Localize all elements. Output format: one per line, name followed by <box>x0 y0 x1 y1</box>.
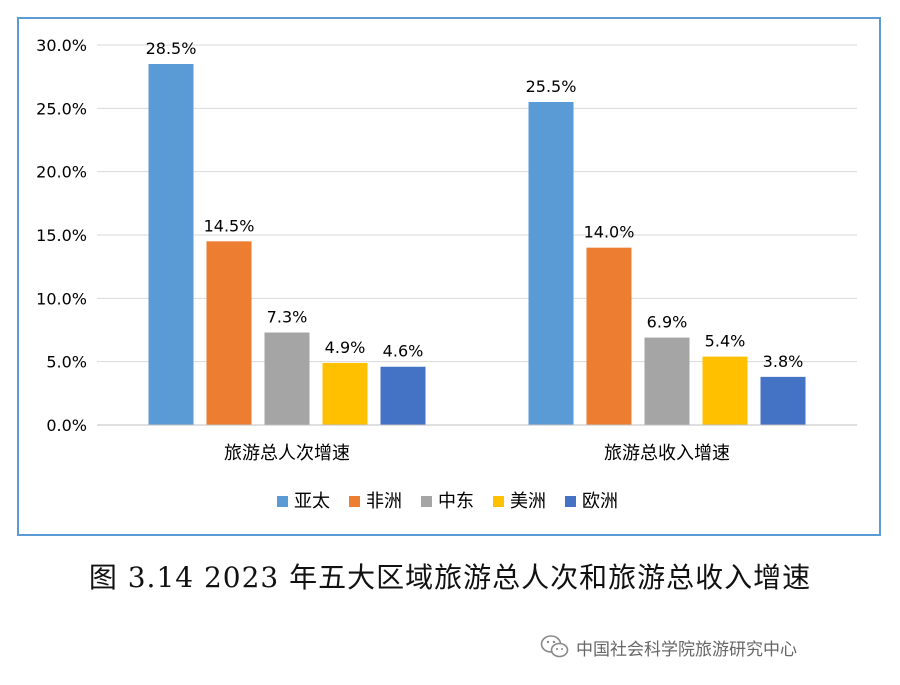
x-category-label: 旅游总收入增速 <box>604 443 730 464</box>
bar <box>380 366 426 425</box>
data-label: 5.4% <box>705 332 746 351</box>
legend-label: 美洲 <box>510 491 546 512</box>
bar <box>264 332 310 425</box>
data-label: 28.5% <box>146 39 197 58</box>
bar <box>528 102 574 425</box>
y-tick-label: 10.0% <box>36 289 87 308</box>
y-tick-label: 0.0% <box>46 416 87 435</box>
chart-frame: 0.0% 5.0% 10.0% 15.0% 20.0% 25.0% 30.0% 28.5% 14… <box>17 17 881 536</box>
data-label: 3.8% <box>763 352 804 371</box>
y-tick-label: 30.0% <box>36 36 87 55</box>
bar <box>148 64 194 425</box>
bar <box>760 376 806 425</box>
data-label: 25.5% <box>526 77 577 96</box>
x-category-label: 旅游总人次增速 <box>224 443 350 464</box>
legend-label: 欧洲 <box>582 491 618 512</box>
y-tick-label: 20.0% <box>36 163 87 182</box>
bar <box>644 337 690 425</box>
data-label: 4.6% <box>383 342 424 361</box>
y-tick-label: 5.0% <box>46 353 87 372</box>
data-label: 14.5% <box>204 216 255 235</box>
legend-label: 亚太 <box>294 491 330 512</box>
legend-swatch <box>493 496 504 507</box>
y-tick-label: 25.0% <box>36 99 87 118</box>
legend-swatch <box>565 496 576 507</box>
wechat-icon <box>540 635 569 658</box>
figure-caption: 图 3.14 2023 年五大区域旅游总人次和旅游总收入增速 <box>88 561 812 594</box>
bar <box>206 241 252 425</box>
data-label: 6.9% <box>647 313 688 332</box>
y-tick-label: 15.0% <box>36 226 87 245</box>
bar <box>586 247 632 425</box>
bar <box>702 356 748 425</box>
data-label: 7.3% <box>267 308 308 327</box>
legend-swatch <box>349 496 360 507</box>
bar <box>322 362 368 425</box>
legend-swatch <box>421 496 432 507</box>
data-label: 14.0% <box>584 223 635 242</box>
watermark-text: 中国社会科学院旅游研究中心 <box>576 639 797 660</box>
watermark: 中国社会科学院旅游研究中心 <box>540 630 797 664</box>
bar-chart: 0.0% 5.0% 10.0% 15.0% 20.0% 25.0% 30.0% 28.5% 14… <box>36 36 857 512</box>
legend-label: 非洲 <box>366 491 402 512</box>
legend-label: 中东 <box>438 491 474 512</box>
legend-swatch <box>277 496 288 507</box>
data-label: 4.9% <box>325 338 366 357</box>
